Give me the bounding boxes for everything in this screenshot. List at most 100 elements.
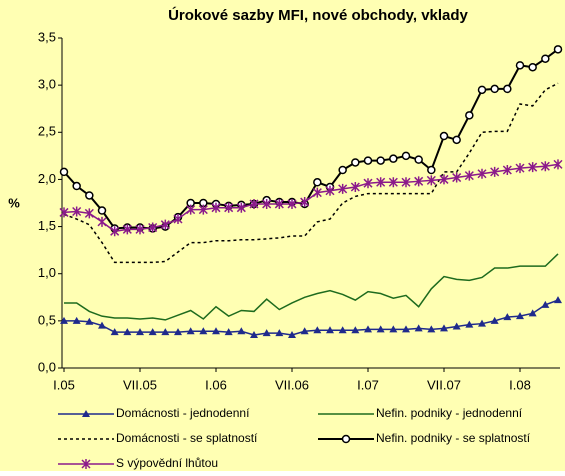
marker: [465, 111, 474, 120]
marker: [313, 178, 322, 187]
legend-label: Nefin. podniky - se splatností: [376, 431, 531, 445]
y-tick-label: 1,0: [38, 265, 56, 280]
y-tick-label: 0,0: [38, 359, 56, 374]
marker: [502, 165, 512, 175]
marker: [427, 325, 436, 333]
marker: [439, 174, 449, 185]
marker: [503, 313, 512, 321]
y-tick-label: 2,5: [38, 124, 56, 139]
marker: [148, 222, 158, 233]
marker: [250, 331, 258, 338]
marker: [135, 224, 145, 235]
marker: [452, 172, 462, 183]
marker: [427, 165, 436, 175]
marker: [554, 296, 562, 304]
marker: [82, 410, 90, 417]
marker: [426, 175, 436, 186]
x-tick-label: VII.07: [427, 377, 461, 392]
marker: [211, 202, 221, 213]
marker: [477, 85, 487, 95]
marker: [224, 328, 233, 336]
marker: [72, 316, 81, 324]
marker: [414, 176, 424, 187]
series-line: [63, 82, 559, 264]
marker: [490, 166, 500, 177]
marker: [85, 317, 94, 325]
marker: [274, 198, 284, 209]
marker: [490, 84, 499, 94]
marker: [326, 326, 334, 334]
y-tick-label: 3,5: [38, 29, 56, 44]
chart-title: Úrokové sazby MFI, nové obchody, vklady: [168, 6, 468, 24]
marker: [85, 191, 94, 200]
marker: [477, 168, 487, 179]
marker: [312, 187, 322, 198]
marker: [72, 206, 82, 217]
marker: [148, 328, 157, 336]
marker: [440, 324, 448, 332]
marker: [300, 197, 310, 208]
marker: [363, 156, 373, 165]
marker: [338, 326, 347, 334]
marker: [97, 206, 107, 215]
x-tick-label: VII.06: [275, 377, 309, 392]
marker: [401, 151, 411, 161]
marker: [173, 214, 183, 225]
marker: [478, 319, 486, 327]
marker: [236, 202, 246, 213]
marker: [338, 183, 348, 194]
marker: [452, 135, 461, 145]
legend-label: Domácnosti - jednodenní: [116, 406, 250, 420]
marker: [224, 202, 234, 213]
series-line: [63, 163, 559, 233]
marker: [313, 326, 322, 334]
marker: [528, 309, 537, 317]
marker: [516, 312, 524, 320]
series-line: [64, 253, 559, 321]
marker: [249, 198, 259, 209]
marker: [300, 327, 309, 335]
marker: [376, 156, 385, 165]
marker: [123, 328, 132, 336]
y-tick-label: 0,5: [38, 312, 56, 327]
marker: [199, 327, 208, 335]
x-tick-label: I.05: [53, 377, 75, 392]
legend-label: S výpovědní lhůtou: [116, 456, 218, 470]
legend-label: Domácnosti - se splatností: [116, 431, 258, 445]
marker: [389, 154, 398, 163]
marker: [59, 167, 69, 177]
marker: [363, 178, 373, 189]
marker: [515, 61, 525, 70]
marker: [439, 131, 449, 141]
x-tick-label: I.06: [205, 377, 227, 392]
marker: [84, 208, 94, 219]
marker: [59, 207, 69, 218]
marker: [122, 224, 132, 235]
marker: [110, 226, 120, 237]
x-tick-label: VII.05: [123, 377, 157, 392]
marker: [262, 198, 272, 209]
marker: [174, 328, 182, 336]
marker: [465, 320, 474, 328]
marker: [553, 45, 563, 54]
marker: [464, 170, 474, 181]
marker: [528, 162, 538, 173]
marker: [388, 177, 398, 188]
marker: [72, 181, 81, 191]
marker: [389, 325, 398, 333]
marker: [541, 54, 550, 63]
x-tick-label: I.07: [357, 377, 379, 392]
marker: [341, 434, 351, 444]
marker: [350, 181, 360, 192]
marker: [541, 300, 550, 308]
marker: [97, 216, 107, 227]
marker: [288, 331, 296, 338]
marker: [540, 161, 550, 172]
marker: [364, 325, 372, 333]
marker: [160, 219, 170, 230]
marker: [528, 62, 537, 72]
marker: [198, 204, 208, 215]
marker: [60, 316, 68, 324]
y-tick-label: 1,5: [38, 218, 56, 233]
